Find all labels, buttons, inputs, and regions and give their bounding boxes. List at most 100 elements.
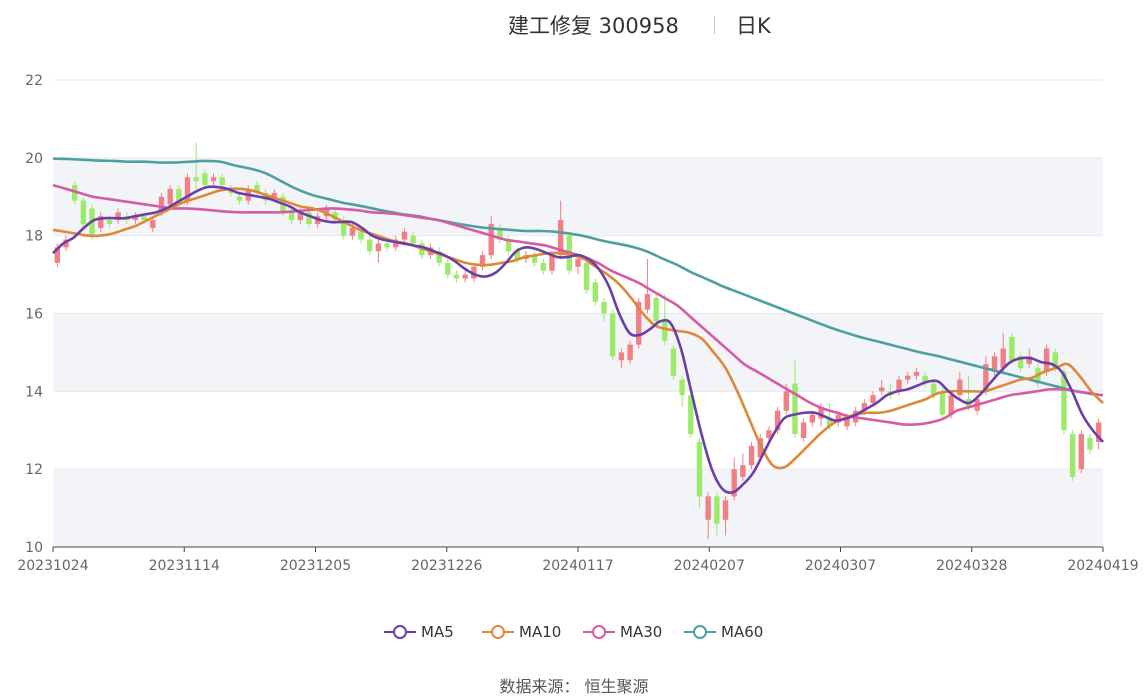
x-tick-label: 20231114 [149, 558, 220, 574]
candle-body [54, 247, 61, 263]
candle-body [393, 239, 399, 248]
candle-body [375, 243, 382, 252]
candle-body [219, 177, 225, 186]
candle-body [479, 255, 486, 267]
candle [905, 371, 911, 384]
candle-body [783, 391, 789, 411]
candle-body [835, 414, 842, 423]
candle [436, 247, 442, 267]
candle-body [176, 188, 182, 205]
candle [254, 181, 260, 197]
candle [184, 173, 191, 205]
candle [531, 251, 538, 267]
candle-body [696, 441, 703, 497]
candle-body [583, 262, 590, 291]
candle-body [800, 422, 807, 439]
candle [1009, 332, 1015, 365]
candle-body [236, 196, 243, 201]
candle [792, 360, 798, 439]
candle [98, 212, 104, 232]
ma30-legend-icon [583, 625, 615, 639]
candle-body [618, 352, 625, 361]
candle-body [688, 395, 694, 435]
candle [341, 216, 347, 240]
candle-body [610, 313, 616, 357]
plot-band [53, 469, 1103, 547]
legend-label-ma10: MA10 [519, 623, 562, 641]
candle [1078, 430, 1084, 474]
candle-body [410, 235, 416, 244]
candle-body [445, 262, 451, 275]
candle-body [861, 403, 868, 411]
y-tick-label: 20 [25, 151, 43, 167]
period-label: 日K [736, 14, 771, 38]
y-tick-label: 22 [25, 73, 43, 89]
x-tick-label: 20240419 [1067, 558, 1138, 574]
candle-body [662, 321, 668, 341]
candle [601, 297, 607, 322]
candle-body [367, 239, 373, 252]
candle [393, 235, 399, 252]
ma-line-ma5 [52, 185, 1104, 495]
candle-body [106, 220, 113, 224]
candle-body [1052, 352, 1058, 368]
candle-body [115, 212, 121, 221]
candle [401, 227, 408, 244]
candle [627, 340, 633, 365]
candle-body [653, 297, 659, 322]
candle [922, 371, 928, 388]
candle [462, 270, 468, 283]
candle-body [72, 185, 78, 201]
candle-body [1000, 348, 1006, 368]
candle-body [514, 251, 520, 260]
candle-body [636, 301, 642, 345]
legend-item-ma5[interactable]: MA5 [383, 620, 454, 644]
candle-body [202, 173, 208, 186]
candle-body [557, 220, 564, 256]
candle-body [983, 364, 989, 392]
candle [479, 251, 486, 271]
y-tick-label: 10 [25, 540, 43, 556]
data-source: 数据来源： 恒生聚源 [0, 673, 1148, 697]
legend-item-ma60[interactable]: MA60 [683, 620, 763, 644]
candle-body [167, 188, 173, 205]
candle-body [644, 294, 651, 310]
x-tick-label: 20240207 [674, 558, 745, 574]
candle [879, 379, 885, 396]
candle [202, 169, 208, 189]
ma-lines-layer [52, 157, 1104, 495]
y-tick-label: 18 [25, 229, 43, 245]
candle [471, 262, 477, 283]
candle [696, 438, 703, 509]
plot-band [53, 313, 1103, 392]
candle-body [748, 445, 755, 466]
candle-body [792, 383, 798, 435]
candle [1095, 418, 1102, 450]
candle-body [141, 216, 147, 221]
candle [505, 235, 512, 256]
legend-label-ma5: MA5 [421, 623, 454, 641]
grid-lines [53, 79, 1103, 548]
candle [766, 426, 772, 442]
ma60-legend-icon [684, 625, 716, 639]
x-tick-label: 20240117 [542, 558, 613, 574]
candle-body [575, 259, 581, 267]
candle-body [870, 395, 876, 404]
candle-body [384, 243, 390, 248]
legend-item-ma30[interactable]: MA30 [582, 620, 662, 644]
candle-body [948, 395, 954, 415]
legend: MA5 MA10 MA30 MA60 [0, 620, 1148, 644]
candle-body [957, 379, 963, 396]
candle-body [1078, 434, 1084, 470]
legend-item-ma10[interactable]: MA10 [481, 620, 561, 644]
candle [748, 441, 755, 470]
candle [653, 294, 659, 326]
candle-body [436, 251, 442, 263]
candle [453, 270, 460, 283]
candle [306, 208, 312, 228]
candle [800, 418, 807, 442]
candle [210, 173, 217, 186]
candle-body [826, 418, 833, 427]
candle [445, 259, 451, 279]
